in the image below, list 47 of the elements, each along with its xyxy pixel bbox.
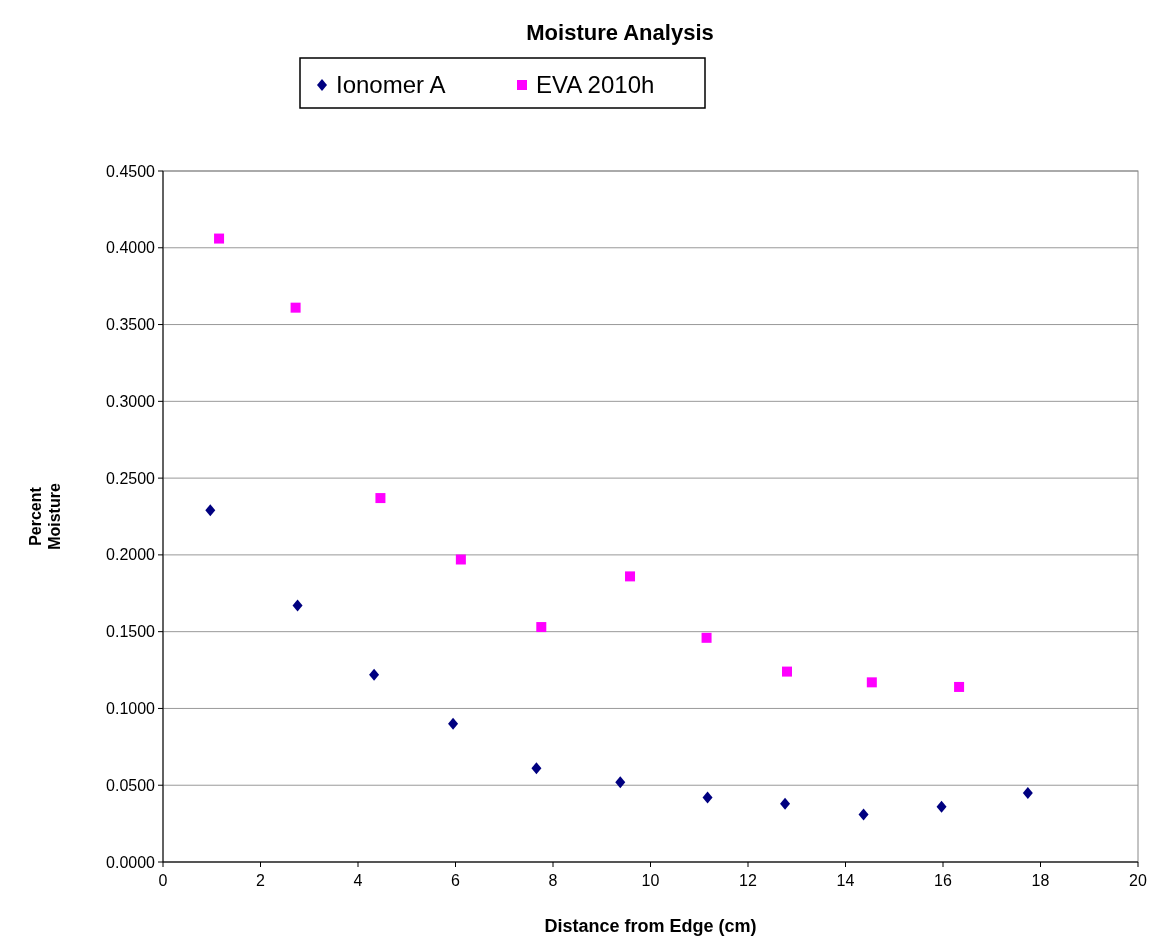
point [531, 762, 542, 775]
chart-title: Moisture Analysis [526, 20, 714, 45]
y-tick-label: 0.3000 [106, 392, 156, 410]
point [292, 599, 303, 612]
point [369, 668, 380, 681]
x-tick-label: 8 [548, 872, 558, 889]
legend-label: Ionomer A [336, 71, 446, 99]
point [701, 632, 712, 643]
x-tick-label: 6 [451, 872, 461, 889]
x-tick-label: 16 [934, 872, 952, 889]
y-tick-label: 0.1000 [106, 700, 156, 718]
point [954, 681, 965, 692]
x-tick-label: 10 [641, 872, 660, 889]
y-tick-label: 0.4000 [106, 239, 156, 257]
point [214, 233, 225, 244]
point [536, 622, 547, 633]
point [205, 504, 216, 517]
y-tick-label: 0.2000 [106, 546, 156, 564]
point [455, 554, 466, 565]
point [782, 666, 792, 677]
x-tick-label: 0 [158, 872, 168, 889]
x-tick-label: 12 [739, 872, 757, 889]
x-tick-label: 18 [1031, 872, 1050, 889]
x-axis-title: Distance from Edge (cm) [544, 916, 757, 936]
y-tick-label: 0.0500 [106, 776, 156, 794]
point [858, 808, 869, 821]
point [375, 493, 386, 504]
point [448, 717, 459, 730]
x-tick-label: 2 [256, 872, 266, 889]
y-tick-label: 0.2500 [106, 469, 156, 487]
point [1022, 786, 1033, 799]
y-axis-title: Percent Moisture [26, 483, 63, 550]
y-tick-label: 0.0000 [106, 853, 156, 871]
legend-label: EVA 2010h [536, 71, 655, 99]
point [936, 800, 947, 813]
y-tick-label: 0.4500 [106, 162, 156, 180]
y-tick-label: 0.3500 [106, 316, 156, 334]
y-tick-label: 0.1500 [106, 623, 156, 641]
point [615, 776, 626, 789]
point [290, 302, 301, 313]
point [702, 791, 713, 804]
x-tick-label: 20 [1129, 872, 1147, 889]
x-tick-label: 4 [353, 872, 363, 889]
point [780, 797, 791, 810]
x-tick-label: 14 [836, 872, 855, 889]
point [866, 677, 877, 688]
point [625, 571, 636, 582]
